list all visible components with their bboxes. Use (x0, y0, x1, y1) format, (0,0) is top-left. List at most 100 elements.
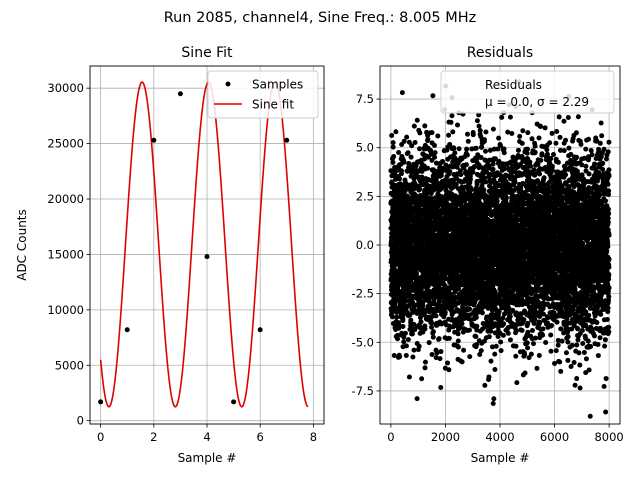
residual-point (420, 303, 426, 309)
residual-point (492, 351, 498, 357)
residuals-ticks: 0 2000 4000 6000 8000-7.5-5.0-2.50.02.55.07.… (352, 92, 624, 444)
sample-point (257, 327, 263, 333)
sine-fit-legend-box (207, 70, 319, 119)
residual-point (394, 309, 400, 315)
sample-point (124, 327, 130, 333)
residual-point (392, 171, 398, 177)
residual-point (406, 374, 412, 380)
residual-point (401, 138, 407, 144)
residual-point (429, 324, 435, 330)
sine-fit-ytick-label: 30000 (47, 81, 84, 95)
residual-point (400, 316, 406, 322)
residual-point (474, 118, 480, 124)
residual-point (464, 152, 470, 158)
sample-point (177, 91, 183, 97)
residual-point (477, 127, 483, 133)
residual-point (481, 137, 487, 143)
residuals-ytick-label: 7.5 (356, 92, 374, 106)
residual-point (494, 198, 500, 204)
residual-point (411, 321, 417, 327)
residual-point (481, 187, 487, 193)
residual-point (476, 123, 482, 129)
sine-fit-title: Sine Fit (181, 45, 233, 61)
residual-point (447, 169, 453, 175)
residual-point (398, 168, 404, 174)
residual-point (402, 330, 408, 336)
residual-point (444, 360, 450, 366)
residual-point (493, 343, 499, 349)
residual-point (433, 313, 439, 319)
residual-point (437, 356, 443, 362)
residual-point (456, 146, 462, 152)
residuals-xtick-label: 0 (387, 430, 394, 444)
residual-point (392, 267, 398, 273)
residual-point (483, 148, 488, 154)
residual-point (414, 396, 420, 402)
residual-point (396, 150, 402, 156)
residual-point (463, 162, 469, 168)
sine-fit-xtick-label: 6 (257, 430, 264, 444)
residual-point (470, 169, 476, 175)
sine-fit-ytick-label: 10000 (47, 303, 84, 317)
residual-point (422, 312, 428, 318)
residual-point (509, 131, 515, 136)
sine-fit-ytick-label: 5000 (55, 358, 84, 372)
sine-fit-legend: Samples Sine fit (207, 70, 319, 119)
residual-point (404, 134, 410, 140)
residual-point (401, 339, 407, 345)
residual-point (514, 380, 520, 386)
residual-point (411, 123, 417, 129)
residual-point (438, 385, 444, 391)
residual-point (503, 195, 509, 201)
sample-point (204, 254, 210, 260)
residual-point (405, 337, 411, 343)
residual-point (389, 133, 395, 139)
residual-point (512, 179, 518, 185)
residual-point (430, 334, 436, 340)
residual-point (430, 93, 436, 99)
residuals-xtick-label: 8000 (594, 430, 623, 444)
residual-point (429, 351, 435, 357)
residual-point (399, 330, 405, 336)
residual-point (417, 315, 423, 321)
residual-point (394, 314, 400, 320)
residual-point (390, 140, 396, 146)
residual-point (438, 349, 444, 355)
legend-sinefit-label: Sine fit (252, 98, 294, 112)
residual-point (464, 146, 470, 152)
sine-fit-panel: Sine Fit 0 2 4 6 805000100001500020000250003… (15, 45, 325, 465)
residual-point (422, 326, 428, 332)
residual-point (451, 146, 457, 152)
residual-point (446, 132, 452, 138)
residual-point (486, 374, 492, 380)
residual-point (455, 338, 461, 344)
residual-point (422, 123, 428, 129)
residual-point (450, 129, 456, 135)
residuals-ytick-label: -7.5 (352, 384, 374, 398)
residual-point (486, 334, 492, 340)
residual-point (449, 113, 455, 119)
residual-point (507, 314, 513, 320)
residual-point (419, 376, 425, 382)
residual-point (395, 336, 401, 342)
sine-fit-xtick-label: 8 (310, 430, 317, 444)
residual-point (519, 327, 525, 333)
sine-fit-ytick-label: 20000 (47, 192, 84, 206)
residual-point (403, 352, 409, 358)
residual-point (403, 343, 409, 349)
residual-point (431, 142, 437, 148)
residuals-title: Residuals (467, 45, 533, 61)
residual-point (470, 132, 476, 138)
residual-point (418, 287, 424, 293)
residual-point (488, 328, 494, 334)
residual-point (422, 359, 428, 365)
residual-point (459, 321, 465, 327)
figure-suptitle: Run 2085, channel4, Sine Freq.: 8.005 MH… (164, 10, 477, 26)
residuals-marks (388, 79, 612, 419)
residual-point (467, 306, 473, 312)
residual-point (458, 172, 464, 178)
residual-point (459, 359, 465, 365)
residuals-xtick-label: 6000 (540, 430, 569, 444)
